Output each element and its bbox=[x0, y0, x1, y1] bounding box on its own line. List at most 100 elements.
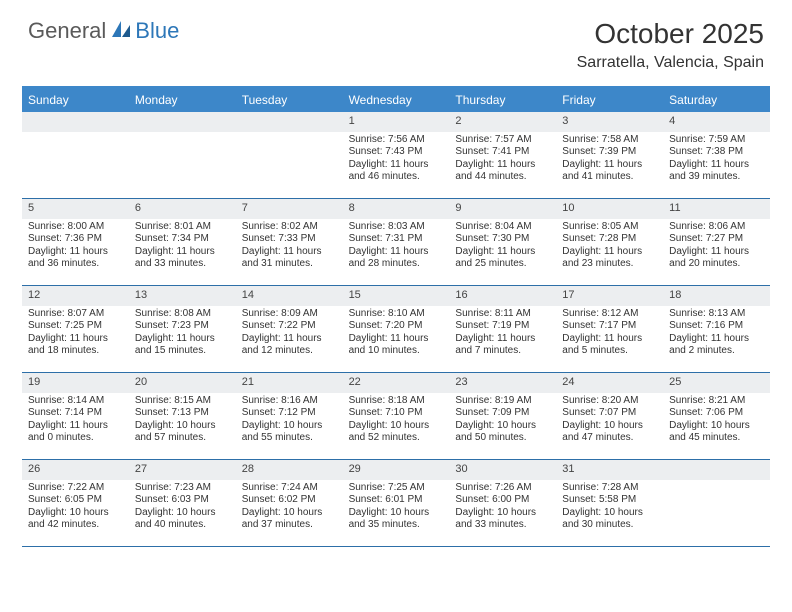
sun-info-line: Daylight: 11 hours bbox=[669, 159, 764, 172]
sun-info-line: Sunrise: 7:58 AM bbox=[562, 134, 657, 147]
sun-info-line: Sunrise: 8:10 AM bbox=[349, 308, 444, 321]
sun-info-line: and 52 minutes. bbox=[349, 432, 444, 445]
calendar-cell: 10Sunrise: 8:05 AMSunset: 7:28 PMDayligh… bbox=[556, 199, 663, 285]
calendar-cell: 19Sunrise: 8:14 AMSunset: 7:14 PMDayligh… bbox=[22, 373, 129, 459]
cell-body: Sunrise: 8:15 AMSunset: 7:13 PMDaylight:… bbox=[129, 393, 236, 449]
day-number: 7 bbox=[236, 199, 343, 219]
sun-info-line: Sunrise: 8:05 AM bbox=[562, 221, 657, 234]
logo: General Blue bbox=[28, 18, 179, 44]
calendar-cell: 25Sunrise: 8:21 AMSunset: 7:06 PMDayligh… bbox=[663, 373, 770, 459]
day-header: Sunday bbox=[22, 88, 129, 112]
sun-info-line: Sunrise: 8:06 AM bbox=[669, 221, 764, 234]
sun-info-line: Daylight: 10 hours bbox=[669, 420, 764, 433]
sun-info-line: Sunrise: 8:01 AM bbox=[135, 221, 230, 234]
calendar-cell: 21Sunrise: 8:16 AMSunset: 7:12 PMDayligh… bbox=[236, 373, 343, 459]
calendar-cell: 29Sunrise: 7:25 AMSunset: 6:01 PMDayligh… bbox=[343, 460, 450, 546]
day-number: 10 bbox=[556, 199, 663, 219]
location-text: Sarratella, Valencia, Spain bbox=[577, 54, 764, 72]
calendar-cell: 14Sunrise: 8:09 AMSunset: 7:22 PMDayligh… bbox=[236, 286, 343, 372]
cell-body: Sunrise: 7:22 AMSunset: 6:05 PMDaylight:… bbox=[22, 480, 129, 536]
sun-info-line: Sunset: 7:16 PM bbox=[669, 320, 764, 333]
sun-info-line: Sunrise: 8:02 AM bbox=[242, 221, 337, 234]
sun-info-line: Sunrise: 8:11 AM bbox=[455, 308, 550, 321]
sun-info-line: Daylight: 11 hours bbox=[28, 420, 123, 433]
sun-info-line: Sunset: 7:43 PM bbox=[349, 146, 444, 159]
day-number: 24 bbox=[556, 373, 663, 393]
sun-info-line: Sunset: 7:10 PM bbox=[349, 407, 444, 420]
cell-body bbox=[236, 132, 343, 138]
sun-info-line: and 31 minutes. bbox=[242, 258, 337, 271]
sun-info-line: Sunset: 7:07 PM bbox=[562, 407, 657, 420]
day-number: 11 bbox=[663, 199, 770, 219]
sun-info-line: Daylight: 11 hours bbox=[562, 159, 657, 172]
sun-info-line: Sunrise: 7:56 AM bbox=[349, 134, 444, 147]
calendar-cell: 18Sunrise: 8:13 AMSunset: 7:16 PMDayligh… bbox=[663, 286, 770, 372]
sun-info-line: Sunset: 6:00 PM bbox=[455, 494, 550, 507]
sun-info-line: Sunrise: 8:18 AM bbox=[349, 395, 444, 408]
sun-info-line: Sunset: 7:09 PM bbox=[455, 407, 550, 420]
day-number: 5 bbox=[22, 199, 129, 219]
sun-info-line: and 28 minutes. bbox=[349, 258, 444, 271]
sun-info-line: Daylight: 10 hours bbox=[242, 507, 337, 520]
sun-info-line: Sunrise: 8:19 AM bbox=[455, 395, 550, 408]
sun-info-line: Daylight: 10 hours bbox=[455, 507, 550, 520]
sun-info-line: Daylight: 11 hours bbox=[135, 246, 230, 259]
sun-info-line: Sunrise: 8:20 AM bbox=[562, 395, 657, 408]
calendar-cell: 17Sunrise: 8:12 AMSunset: 7:17 PMDayligh… bbox=[556, 286, 663, 372]
day-number: 31 bbox=[556, 460, 663, 480]
cell-body: Sunrise: 8:00 AMSunset: 7:36 PMDaylight:… bbox=[22, 219, 129, 275]
sun-info-line: Daylight: 10 hours bbox=[135, 420, 230, 433]
sun-info-line: Daylight: 11 hours bbox=[28, 333, 123, 346]
sun-info-line: Sunrise: 8:07 AM bbox=[28, 308, 123, 321]
sun-info-line: Sunrise: 7:25 AM bbox=[349, 482, 444, 495]
day-number: 30 bbox=[449, 460, 556, 480]
sun-info-line: Sunrise: 8:09 AM bbox=[242, 308, 337, 321]
calendar-cell: 28Sunrise: 7:24 AMSunset: 6:02 PMDayligh… bbox=[236, 460, 343, 546]
day-number: 21 bbox=[236, 373, 343, 393]
sun-info-line: Daylight: 11 hours bbox=[455, 246, 550, 259]
day-number bbox=[22, 112, 129, 132]
sun-info-line: Sunset: 7:30 PM bbox=[455, 233, 550, 246]
day-number bbox=[663, 460, 770, 480]
day-number: 9 bbox=[449, 199, 556, 219]
day-header: Saturday bbox=[663, 88, 770, 112]
cell-body: Sunrise: 7:28 AMSunset: 5:58 PMDaylight:… bbox=[556, 480, 663, 536]
logo-text-general: General bbox=[28, 18, 106, 44]
sun-info-line: Sunset: 6:02 PM bbox=[242, 494, 337, 507]
cell-body: Sunrise: 8:03 AMSunset: 7:31 PMDaylight:… bbox=[343, 219, 450, 275]
day-number: 1 bbox=[343, 112, 450, 132]
calendar-cell: 7Sunrise: 8:02 AMSunset: 7:33 PMDaylight… bbox=[236, 199, 343, 285]
sun-info-line: Sunset: 6:05 PM bbox=[28, 494, 123, 507]
cell-body: Sunrise: 8:18 AMSunset: 7:10 PMDaylight:… bbox=[343, 393, 450, 449]
cell-body: Sunrise: 7:23 AMSunset: 6:03 PMDaylight:… bbox=[129, 480, 236, 536]
sun-info-line: Sunrise: 7:28 AM bbox=[562, 482, 657, 495]
calendar: Sunday Monday Tuesday Wednesday Thursday… bbox=[22, 86, 770, 547]
sun-info-line: Daylight: 11 hours bbox=[242, 333, 337, 346]
day-number: 13 bbox=[129, 286, 236, 306]
sun-info-line: Sunset: 7:25 PM bbox=[28, 320, 123, 333]
calendar-cell: 1Sunrise: 7:56 AMSunset: 7:43 PMDaylight… bbox=[343, 112, 450, 198]
day-number: 27 bbox=[129, 460, 236, 480]
day-number: 26 bbox=[22, 460, 129, 480]
cell-body: Sunrise: 8:19 AMSunset: 7:09 PMDaylight:… bbox=[449, 393, 556, 449]
sun-info-line: Daylight: 11 hours bbox=[669, 246, 764, 259]
sun-info-line: and 47 minutes. bbox=[562, 432, 657, 445]
calendar-cell: 11Sunrise: 8:06 AMSunset: 7:27 PMDayligh… bbox=[663, 199, 770, 285]
page-title: October 2025 bbox=[577, 18, 764, 50]
day-number: 8 bbox=[343, 199, 450, 219]
calendar-cell: 8Sunrise: 8:03 AMSunset: 7:31 PMDaylight… bbox=[343, 199, 450, 285]
sun-info-line: and 15 minutes. bbox=[135, 345, 230, 358]
sun-info-line: Daylight: 11 hours bbox=[242, 246, 337, 259]
calendar-cell: 16Sunrise: 8:11 AMSunset: 7:19 PMDayligh… bbox=[449, 286, 556, 372]
calendar-cell: 31Sunrise: 7:28 AMSunset: 5:58 PMDayligh… bbox=[556, 460, 663, 546]
calendar-cell: 15Sunrise: 8:10 AMSunset: 7:20 PMDayligh… bbox=[343, 286, 450, 372]
cell-body: Sunrise: 8:08 AMSunset: 7:23 PMDaylight:… bbox=[129, 306, 236, 362]
sun-info-line: Sunset: 7:41 PM bbox=[455, 146, 550, 159]
sun-info-line: Daylight: 10 hours bbox=[455, 420, 550, 433]
sun-info-line: and 2 minutes. bbox=[669, 345, 764, 358]
sun-info-line: and 10 minutes. bbox=[349, 345, 444, 358]
calendar-cell: 4Sunrise: 7:59 AMSunset: 7:38 PMDaylight… bbox=[663, 112, 770, 198]
sun-info-line: Sunset: 7:22 PM bbox=[242, 320, 337, 333]
cell-body: Sunrise: 7:58 AMSunset: 7:39 PMDaylight:… bbox=[556, 132, 663, 188]
sun-info-line: Sunrise: 8:15 AM bbox=[135, 395, 230, 408]
